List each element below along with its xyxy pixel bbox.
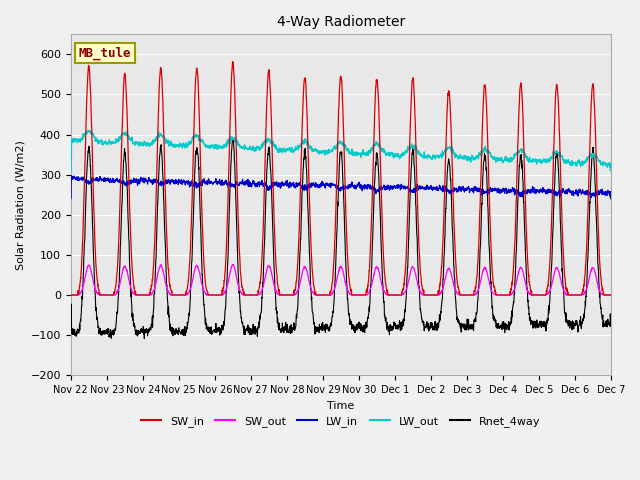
Line: SW_in: SW_in (71, 62, 611, 295)
LW_in (559, 186, 567, 192)
LW_out (67, 168, 75, 174)
LW_out (559, 157, 567, 163)
LW_in (218, 180, 225, 186)
Line: LW_in: LW_in (71, 176, 611, 199)
LW_in (607, 196, 614, 202)
Line: Rnet_4way: Rnet_4way (71, 139, 611, 338)
LW_out (575, 158, 582, 164)
Line: SW_out: SW_out (71, 264, 611, 295)
LW_in (498, 189, 506, 194)
SW_in (559, 251, 567, 256)
SW_out (218, 292, 225, 298)
SW_in (356, 292, 364, 298)
SW_in (607, 292, 614, 298)
SW_in (498, 292, 506, 298)
SW_out (230, 262, 237, 267)
SW_out (369, 279, 376, 285)
SW_in (369, 197, 376, 203)
LW_in (575, 191, 582, 196)
LW_out (84, 128, 92, 133)
Text: MB_tule: MB_tule (79, 46, 131, 60)
Rnet_4way (498, 326, 506, 332)
LW_in (67, 196, 75, 202)
Y-axis label: Solar Radiation (W/m2): Solar Radiation (W/m2) (15, 140, 25, 270)
Title: 4-Way Radiometer: 4-Way Radiometer (276, 15, 405, 29)
SW_out (575, 292, 582, 298)
LW_out (356, 152, 364, 157)
Rnet_4way (218, 328, 225, 334)
Line: LW_out: LW_out (71, 131, 611, 171)
X-axis label: Time: Time (327, 400, 355, 410)
Rnet_4way (560, 285, 568, 290)
Rnet_4way (607, 322, 614, 327)
LW_out (369, 145, 376, 151)
SW_in (575, 292, 582, 298)
LW_in (356, 186, 364, 192)
SW_out (559, 287, 567, 292)
Rnet_4way (140, 336, 148, 341)
LW_out (498, 158, 506, 164)
SW_out (356, 292, 364, 298)
SW_in (67, 292, 75, 298)
SW_in (228, 59, 236, 65)
SW_out (607, 292, 614, 298)
SW_out (498, 292, 506, 298)
Rnet_4way (369, 239, 376, 244)
Rnet_4way (228, 136, 236, 142)
LW_in (369, 184, 376, 190)
SW_out (67, 292, 75, 298)
Rnet_4way (575, 324, 582, 330)
Legend: SW_in, SW_out, LW_in, LW_out, Rnet_4way: SW_in, SW_out, LW_in, LW_out, Rnet_4way (137, 411, 545, 431)
SW_in (218, 292, 225, 298)
Rnet_4way (67, 319, 75, 325)
LW_in (67, 173, 75, 179)
Rnet_4way (357, 324, 365, 329)
LW_out (218, 144, 225, 150)
LW_out (607, 168, 614, 174)
